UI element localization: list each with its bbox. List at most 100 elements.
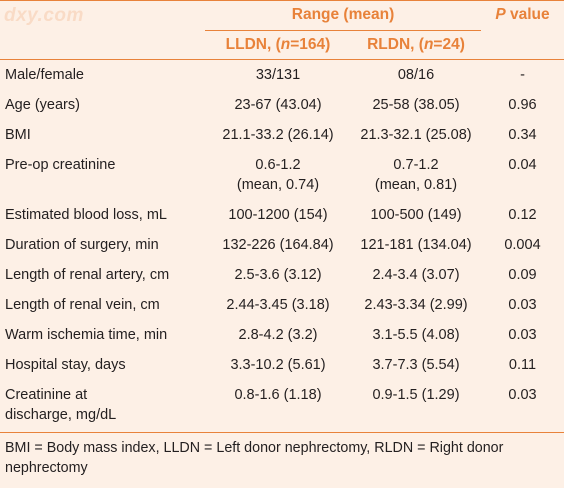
- p-value-text: 0.96: [508, 97, 537, 113]
- table-row: Warm ischemia time, min 2.8-4.2 (3.2) 3.1-…: [0, 320, 564, 350]
- table-row: Pre-op creatinine 0.6-1.2 (mean, 0.74) 0.7-…: [0, 150, 564, 200]
- header-blank-cell-3: [481, 30, 564, 60]
- rldn-value-text: 3.7-7.3 (5.54): [372, 357, 460, 373]
- rldn-prefix: RLDN, (: [367, 36, 424, 53]
- p-value-text: 0.03: [508, 387, 537, 403]
- lldn-value: 21.1-33.2 (26.14): [205, 120, 351, 150]
- lldn-value-text: 0.6-1.2: [255, 157, 301, 173]
- p-value: 0.03: [481, 290, 564, 320]
- lldn-value-text: 2.8-4.2 (3.2): [238, 327, 318, 343]
- rldn-value-text: 2.43-3.34 (2.99): [364, 297, 468, 313]
- p-value: -: [481, 60, 564, 91]
- lldn-value-text: 100-1200 (154): [228, 207, 328, 223]
- rldn-value: 2.4-3.4 (3.07): [351, 260, 481, 290]
- rldn-suffix: =24): [433, 36, 465, 53]
- table-row: Estimated blood loss, mL 100-1200 (154) 10…: [0, 200, 564, 230]
- rldn-value: 08/16: [351, 60, 481, 91]
- range-header: Range (mean): [205, 0, 481, 31]
- rldn-value-text: 2.4-3.4 (3.07): [372, 267, 460, 283]
- row-label-text: Male/female: [5, 67, 84, 83]
- header-blank-cell-2: [0, 30, 205, 60]
- row-label: BMI: [0, 120, 205, 150]
- p-value: 0.09: [481, 260, 564, 290]
- header-blank-cell: [0, 0, 205, 31]
- table-row: Length of renal vein, cm 2.44-3.45 (3.18)…: [0, 290, 564, 320]
- table-body: Male/female 33/131 08/16 - Age (years) 23-67 …: [0, 60, 564, 433]
- rldn-value-text: 3.1-5.5 (4.08): [372, 327, 460, 343]
- rldn-value: 21.3-32.1 (25.08): [351, 120, 481, 150]
- footnote: BMI = Body mass index, LLDN = Left donor…: [5, 440, 504, 476]
- comparison-table: Range (mean) P value LLDN, (n=164) RLDN,…: [0, 0, 564, 433]
- row-label: Length of renal vein, cm: [0, 290, 205, 320]
- p-value-p: P: [495, 6, 506, 24]
- rldn-header: RLDN, (n=24): [351, 30, 481, 60]
- lldn-value: 100-1200 (154): [205, 200, 351, 230]
- table-row: Duration of surgery, min 132-226 (164.84)…: [0, 230, 564, 260]
- p-value-text: 0.34: [508, 127, 537, 143]
- rldn-value-text: 0.7-1.2: [393, 157, 439, 173]
- p-value-text: 0.11: [508, 357, 537, 373]
- p-value-text: 0.04: [508, 157, 537, 173]
- row-label: Length of renal artery, cm: [0, 260, 205, 290]
- rldn-value-text: (mean, 0.81): [374, 177, 458, 193]
- p-value-text: 0.03: [508, 297, 537, 313]
- lldn-value-text: 132-226 (164.84): [222, 237, 334, 253]
- rldn-value-text: 08/16: [397, 67, 435, 83]
- row-label-text: Length of renal artery, cm: [5, 267, 170, 283]
- p-value: 0.03: [481, 380, 564, 433]
- table-row: BMI 21.1-33.2 (26.14) 21.3-32.1 (25.08) 0.3…: [0, 120, 564, 150]
- lldn-value-text: 0.8-1.6 (1.18): [234, 387, 322, 403]
- p-value: 0.004: [481, 230, 564, 260]
- row-label-text: Hospital stay, days: [5, 357, 126, 373]
- row-label-text: Length of renal vein, cm: [5, 297, 160, 313]
- lldn-value: 0.8-1.6 (1.18): [205, 380, 351, 433]
- table-row: Age (years) 23-67 (43.04) 25-58 (38.05) 0.9…: [0, 90, 564, 120]
- p-value-text: 0.03: [508, 327, 537, 343]
- row-label-text: Age (years): [5, 97, 80, 113]
- row-label: Pre-op creatinine: [0, 150, 205, 200]
- p-value-text: 0.09: [508, 267, 537, 283]
- p-value-text: -: [520, 67, 525, 83]
- header-row-2: LLDN, (n=164) RLDN, (n=24): [0, 30, 564, 60]
- lldn-value-text: 3.3-10.2 (5.61): [230, 357, 326, 373]
- rldn-value-text: 100-500 (149): [370, 207, 462, 223]
- lldn-value: 2.44-3.45 (3.18): [205, 290, 351, 320]
- row-label: Age (years): [0, 90, 205, 120]
- p-value: 0.34: [481, 120, 564, 150]
- rldn-value: 100-500 (149): [351, 200, 481, 230]
- row-label-text: Estimated blood loss, mL: [5, 207, 167, 223]
- p-value: 0.11: [481, 350, 564, 380]
- row-label: Hospital stay, days: [0, 350, 205, 380]
- lldn-value: 0.6-1.2 (mean, 0.74): [205, 150, 351, 200]
- table-row: Creatinine at discharge, mg/dL 0.8-1.6 (1.…: [0, 380, 564, 433]
- lldn-value-text: (mean, 0.74): [236, 177, 320, 193]
- lldn-value-text: 2.44-3.45 (3.18): [226, 297, 330, 313]
- rldn-value: 3.1-5.5 (4.08): [351, 320, 481, 350]
- row-label: Duration of surgery, min: [0, 230, 205, 260]
- lldn-suffix: =164): [290, 36, 331, 53]
- row-label-text: discharge, mg/dL: [5, 407, 117, 423]
- rldn-value: 121-181 (134.04): [351, 230, 481, 260]
- lldn-value-text: 23-67 (43.04): [234, 97, 322, 113]
- p-value: 0.03: [481, 320, 564, 350]
- rldn-n: n: [423, 36, 434, 53]
- p-value: 0.96: [481, 90, 564, 120]
- lldn-value-text: 33/131: [255, 67, 301, 83]
- table-row: Length of renal artery, cm 2.5-3.6 (3.12)…: [0, 260, 564, 290]
- rldn-value-text: 25-58 (38.05): [372, 97, 460, 113]
- p-value: 0.04: [481, 150, 564, 200]
- p-value-rest: value: [505, 6, 550, 24]
- row-label-text: Duration of surgery, min: [5, 237, 159, 253]
- rldn-value-text: 0.9-1.5 (1.29): [372, 387, 460, 403]
- watermark: dxy.com: [4, 5, 84, 26]
- p-value-text: 0.12: [508, 207, 537, 223]
- row-label-text: Creatinine at: [5, 387, 88, 403]
- rldn-value: 2.43-3.34 (2.99): [351, 290, 481, 320]
- row-label: Creatinine at discharge, mg/dL: [0, 380, 205, 433]
- lldn-prefix: LLDN, (: [225, 36, 281, 53]
- rldn-value: 0.9-1.5 (1.29): [351, 380, 481, 433]
- lldn-n: n: [280, 36, 291, 53]
- p-value-header: P value: [481, 0, 564, 31]
- rldn-value-text: 21.3-32.1 (25.08): [360, 127, 472, 143]
- row-label: Warm ischemia time, min: [0, 320, 205, 350]
